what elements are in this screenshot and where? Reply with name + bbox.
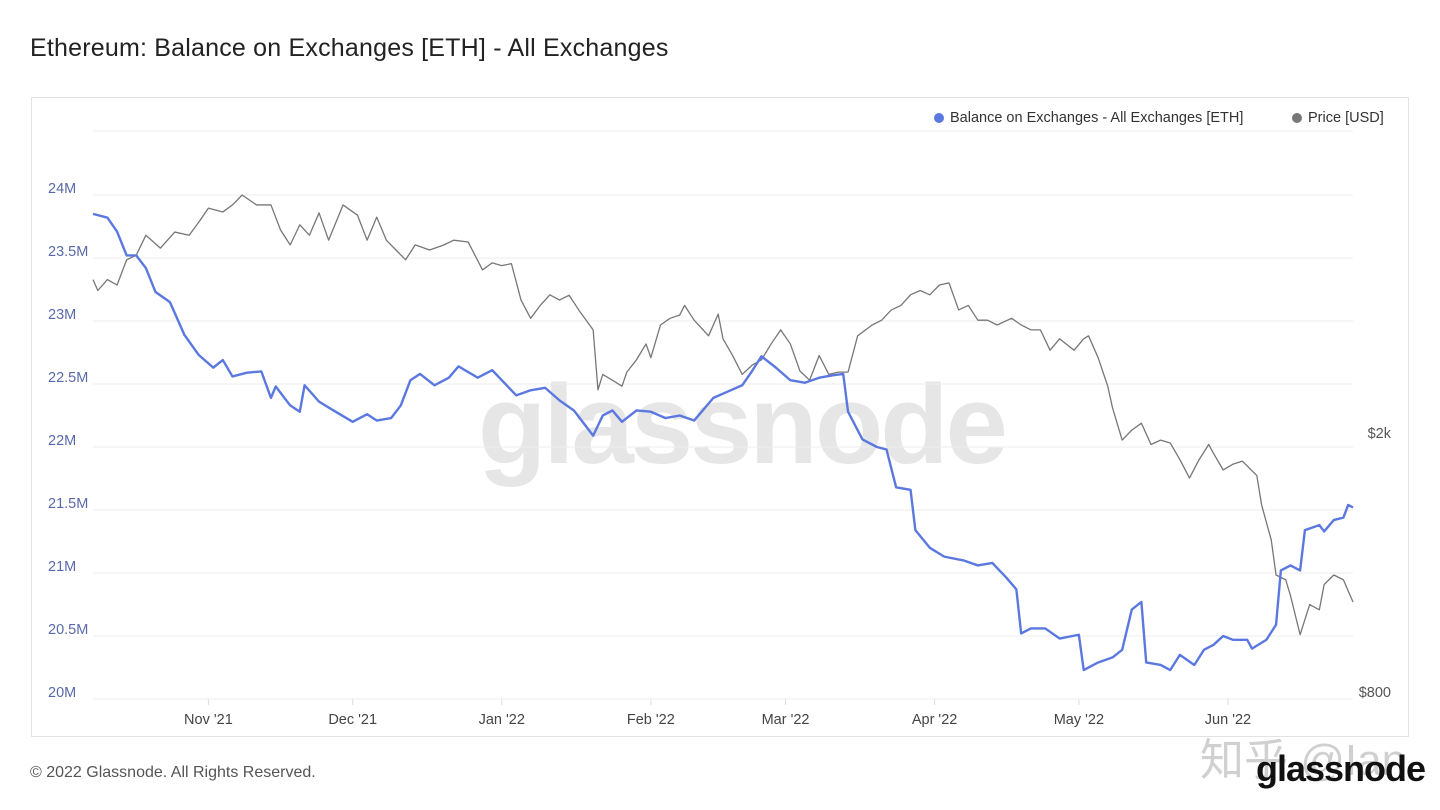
price-series-line <box>92 194 1354 636</box>
legend-label: Balance on Exchanges - All Exchanges [ET… <box>950 110 1244 126</box>
legend-item-price[interactable]: Price [USD] <box>1292 110 1384 126</box>
copyright-footer: © 2022 Glassnode. All Rights Reserved. <box>30 764 316 781</box>
zhihu-watermark: 知乎 @Ian <box>1200 736 1407 785</box>
y-left-tick-label: 24M <box>48 181 76 197</box>
x-tick-label: Nov '21 <box>184 712 233 728</box>
balance-series-line <box>92 212 1354 672</box>
legend-item-balance[interactable]: Balance on Exchanges - All Exchanges [ET… <box>934 110 1243 126</box>
y-left-tick-label: 23M <box>48 307 76 323</box>
y-left-tick-label: 22M <box>48 433 76 449</box>
x-tick-label: Apr '22 <box>912 712 958 728</box>
y-left-tick-label: 20M <box>48 685 76 701</box>
y-right-tick-label: $2k <box>1368 426 1392 442</box>
chart-title: Ethereum: Balance on Exchanges [ETH] - A… <box>30 34 669 62</box>
legend-dot-icon <box>1292 113 1302 123</box>
x-tick-label: Dec '21 <box>328 712 377 728</box>
x-tick-label: Jan '22 <box>479 712 525 728</box>
legend-dot-icon <box>934 113 944 123</box>
y-left-tick-label: 21.5M <box>48 496 88 512</box>
y-left-tick-label: 20.5M <box>48 622 88 638</box>
legend-label: Price [USD] <box>1308 110 1384 126</box>
x-tick-label: May '22 <box>1054 712 1104 728</box>
y-left-tick-label: 23.5M <box>48 244 88 260</box>
y-left-tick-label: 22.5M <box>48 370 88 386</box>
x-tick-label: Feb '22 <box>627 712 675 728</box>
y-right-tick-label: $800 <box>1359 685 1391 701</box>
x-tick-label: Jun '22 <box>1205 712 1251 728</box>
glassnode-logo: glassnode <box>1256 748 1426 789</box>
chart-frame <box>31 97 1409 737</box>
y-left-tick-label: 21M <box>48 559 76 575</box>
x-tick-label: Mar '22 <box>762 712 810 728</box>
